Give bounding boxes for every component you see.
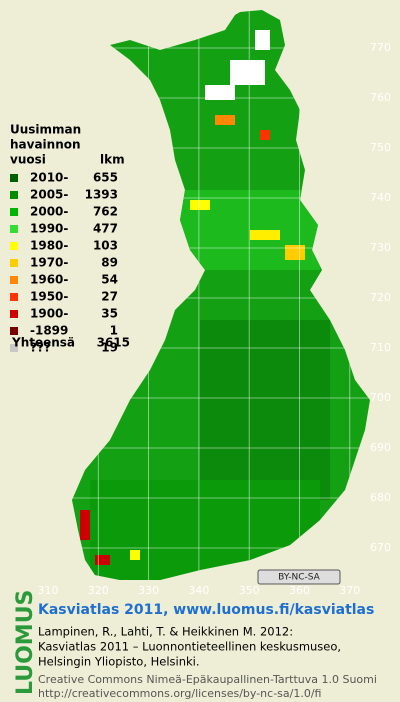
legend-count: 103 — [93, 239, 118, 253]
map-cell — [285, 245, 305, 260]
northing-label: 700 — [370, 391, 391, 404]
license-line: http://creativecommons.org/licenses/by-n… — [38, 687, 321, 700]
northing-label: 730 — [370, 241, 391, 254]
total-label: Yhteensä — [11, 336, 75, 350]
legend-label: 1980- — [30, 239, 68, 253]
legend-label: 1970- — [30, 256, 68, 270]
easting-label: 350 — [239, 584, 260, 597]
legend-swatch — [10, 344, 18, 352]
legend-swatch — [10, 276, 18, 284]
legend-swatch — [10, 225, 18, 233]
legend-count: 89 — [101, 256, 118, 270]
legend-label: 2005- — [30, 188, 68, 202]
northing-label: 710 — [370, 341, 391, 354]
legend-label: 1960- — [30, 273, 68, 287]
legend-swatch — [10, 208, 18, 216]
legend-header: Uusimman — [10, 123, 81, 137]
northing-label: 720 — [370, 291, 391, 304]
map-cell — [80, 510, 90, 540]
legend-count-header: lkm — [100, 153, 125, 167]
legend-swatch — [10, 191, 18, 199]
map-cell — [250, 230, 280, 240]
legend-count: 1393 — [85, 188, 118, 202]
legend-count: 477 — [93, 222, 118, 236]
legend-label: 2010- — [30, 171, 68, 185]
legend-label: 1900- — [30, 307, 68, 321]
legend-header: vuosi — [10, 153, 46, 167]
map-cell — [255, 30, 270, 50]
northing-label: 750 — [370, 141, 391, 154]
legend-swatch — [10, 259, 18, 267]
legend-swatch — [10, 293, 18, 301]
legend-count: 19 — [101, 341, 118, 355]
legend-swatch — [10, 174, 18, 182]
legend-count: 762 — [93, 205, 118, 219]
footer: Lampinen, R., Lahti, T. & Heikkinen M. 2… — [38, 625, 377, 701]
citation-line: Helsingin Yliopisto, Helsinki. — [38, 655, 200, 669]
map-cell — [215, 115, 235, 125]
northing-label: 760 — [370, 91, 391, 104]
easting-label: 360 — [289, 584, 310, 597]
footer-heading: Kasviatlas 2011, www.luomus.fi/kasviatla… — [38, 602, 374, 618]
map-cell — [205, 85, 235, 100]
map-patch — [200, 320, 330, 500]
easting-label: 340 — [188, 584, 209, 597]
northing-label: 680 — [370, 491, 391, 504]
license-line: Creative Commons Nimeä-Epäkaupallinen-Ta… — [38, 673, 377, 686]
legend-label: 1990- — [30, 222, 68, 236]
legend-count: 1 — [110, 324, 118, 338]
easting-label: 370 — [339, 584, 360, 597]
map-cell — [190, 200, 210, 210]
map-cell — [230, 60, 265, 85]
legend-count: 655 — [93, 171, 118, 185]
legend-swatch — [10, 310, 18, 318]
northing-label: 670 — [370, 541, 391, 554]
legend-label: -1899 — [30, 324, 68, 338]
easting-label: 330 — [138, 584, 159, 597]
legend-label: ??? — [30, 341, 51, 355]
map-cell — [95, 555, 110, 565]
license-badge-text: BY-NC-SA — [278, 573, 321, 583]
legend-swatch — [10, 327, 18, 335]
total-count: 3615 — [97, 336, 130, 350]
license-badge — [257, 569, 341, 585]
northing-label: 770 — [370, 41, 391, 54]
axes: 770 760 750 740 730 720 710 700 690 680 670 310 320 3… — [38, 41, 392, 597]
northing-label: 740 — [370, 191, 391, 204]
legend-count: 35 — [101, 307, 118, 321]
brand: LUOMUS — [13, 590, 38, 695]
easting-label: 310 — [38, 584, 59, 597]
northing-label: 690 — [370, 441, 391, 454]
easting-label: 320 — [88, 584, 109, 597]
legend-count: 27 — [101, 290, 118, 304]
legend-label: 1950- — [30, 290, 68, 304]
legend-count: 54 — [101, 273, 118, 287]
map-cell — [260, 130, 270, 140]
map-cell — [130, 550, 140, 560]
citation-line: Kasviatlas 2011 – Luonnontieteellinen ke… — [38, 640, 341, 654]
citation-line: Lampinen, R., Lahti, T. & Heikkinen M. 2… — [38, 625, 293, 639]
legend-label: 2000- — [30, 205, 68, 219]
legend-swatch — [10, 242, 18, 250]
legend-header: havainnon — [10, 138, 81, 152]
